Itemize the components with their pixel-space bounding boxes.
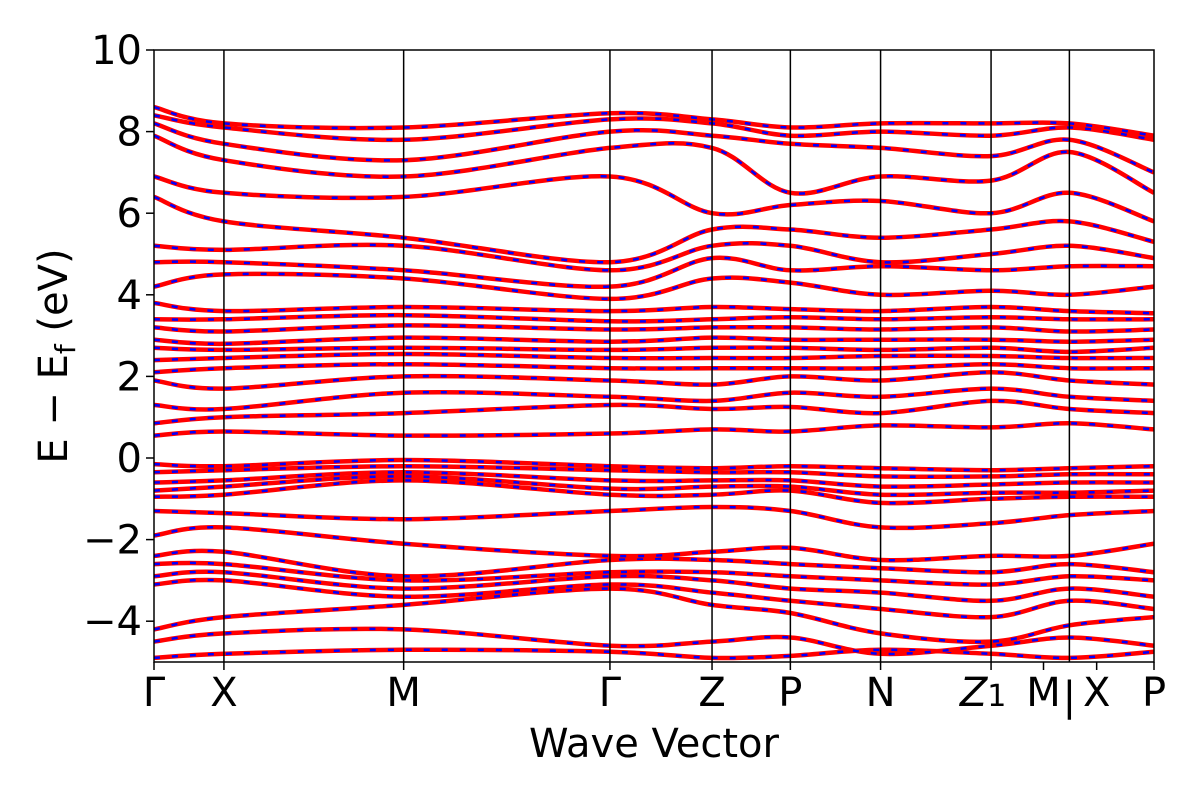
x-tick-label-8: M	[1026, 670, 1061, 716]
x-tick-label-3: Γ	[599, 670, 622, 716]
y-tick-label-0: −4	[83, 599, 142, 645]
y-tick-label-1: −2	[83, 518, 142, 564]
y-tick-label-2: 0	[117, 436, 142, 482]
x-tick-label-9: |	[1063, 674, 1076, 720]
y-tick-label-3: 2	[117, 354, 142, 400]
band-line-2	[154, 586, 1154, 645]
y-axis-label-sub: f	[49, 343, 82, 354]
band-line-dashed-31	[154, 122, 1154, 174]
band-line-dashed-26	[154, 256, 1154, 289]
band-line-dashed-3	[154, 578, 1154, 619]
x-tick-label-7-main: Z	[959, 670, 989, 716]
x-axis-label: Wave Vector	[529, 721, 780, 767]
x-tick-label-5: P	[778, 670, 802, 716]
y-tick-label-6: 8	[117, 110, 142, 156]
x-tick-label-10: X	[1083, 670, 1110, 716]
x-tick-label-4: Z	[698, 670, 725, 716]
x-tick-label-7-sub: 1	[987, 679, 1006, 714]
y-tick-label-5: 6	[117, 191, 142, 237]
x-tick-label-7: Z1	[959, 670, 1007, 716]
x-tick-label-0: Γ	[143, 670, 166, 716]
y-axis-label: E − Ef (eV)	[31, 248, 82, 463]
x-tick-label-6: N	[866, 670, 896, 716]
plot-frame	[153, 49, 1155, 663]
y-tick-label-7: 10	[91, 28, 142, 74]
kpoint-vlines	[223, 50, 1071, 662]
band-line-dashed-29	[154, 175, 1154, 223]
x-tick-label-2: M	[386, 670, 421, 716]
band-line-dashed-30	[154, 134, 1154, 195]
y-axis-label-unit: (eV)	[31, 248, 77, 344]
band-line-dashed-4	[154, 570, 1154, 603]
x-axis-ticks: Γ X M Γ Z P N Z1 M | X P	[143, 662, 1166, 720]
x-tick-label-1: X	[210, 670, 237, 716]
y-axis-ticks: −4 −2 0 2 4 6 8 10	[83, 28, 154, 645]
y-tick-label-4: 4	[117, 273, 142, 319]
y-axis-label-main: E − E	[31, 354, 77, 464]
x-tick-label-11: P	[1142, 670, 1166, 716]
